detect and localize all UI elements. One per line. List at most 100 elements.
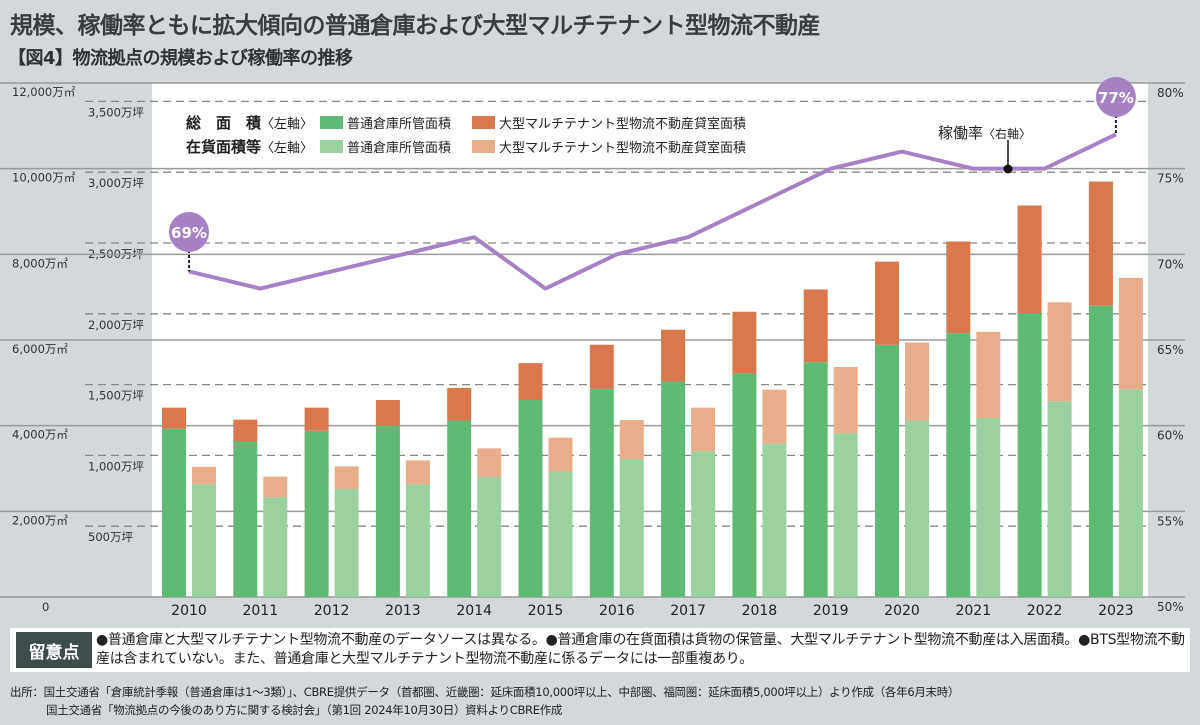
x-tick-label: 2010 <box>171 603 207 619</box>
bar-total-warehouse <box>375 426 400 597</box>
note-text: ●普通倉庫と大型マルチテナント型物流不動産のデータソースは異なる。●普通倉庫の在… <box>96 632 1185 667</box>
x-tick-label: 2018 <box>742 603 778 619</box>
bar-occupied-warehouse <box>334 489 359 597</box>
x-tick-label: 2017 <box>670 603 706 619</box>
bar-total-multitenant <box>803 289 828 363</box>
bar-total-multitenant <box>1088 181 1113 306</box>
note-box: 留意点 ●普通倉庫と大型マルチテナント型物流不動産のデータソースは異なる。●普通… <box>10 628 1190 672</box>
legend-occupied-multitenant-text: 大型マルチテナント型物流不動産貸室面積 <box>499 140 746 156</box>
bar-total-warehouse <box>304 430 329 597</box>
tick-label-m2: 6,000万㎡ <box>12 342 68 356</box>
bar-total-warehouse <box>589 388 614 597</box>
bar-occupied-warehouse <box>548 471 573 597</box>
x-tick-label: 2013 <box>385 603 421 619</box>
bar-total-multitenant <box>518 363 543 400</box>
value-badge <box>169 212 209 252</box>
x-tick-label: 2019 <box>813 603 849 619</box>
occupancy-line <box>188 132 1117 291</box>
value-badge-label: 77% <box>1098 89 1134 107</box>
tick-label-percent: 70% <box>1157 257 1184 271</box>
tick-label-percent: 80% <box>1157 86 1184 100</box>
bar-occupied-multitenant <box>334 466 359 490</box>
bar-occupied-multitenant <box>976 331 1001 418</box>
x-tick-label: 2021 <box>955 603 991 619</box>
bar-total-warehouse <box>518 399 543 597</box>
x-tick-label: 2011 <box>242 603 278 619</box>
tick-label-percent: 60% <box>1157 429 1184 443</box>
chart: 500万坪1,000万坪1,500万坪2,000万坪2,500万坪3,000万坪… <box>0 77 1185 619</box>
bar-occupied-multitenant <box>1118 277 1143 390</box>
x-tick-label: 2022 <box>1027 603 1063 619</box>
bar-total-warehouse <box>233 441 258 597</box>
bar-total-multitenant <box>375 399 400 427</box>
value-badge <box>1095 77 1136 117</box>
bar-occupied-multitenant <box>762 389 787 444</box>
tick-label-percent: 55% <box>1157 514 1184 528</box>
bar-total-multitenant <box>589 344 614 389</box>
bar-occupied-warehouse <box>833 433 858 597</box>
bar-total-multitenant <box>447 387 472 421</box>
bar-occupied-multitenant <box>833 366 858 434</box>
source-line-2: 国土交通省「物流拠点の今後のあり方に関する検討会」（第1回 2024年10月30… <box>46 703 563 717</box>
x-tick-label: 2014 <box>456 603 492 619</box>
x-tick-label: 2020 <box>884 603 920 619</box>
x-tick-label: 2023 <box>1098 603 1134 619</box>
bar-occupied-warehouse <box>691 451 716 597</box>
legend-total-multitenant-swatch <box>472 116 495 129</box>
bar-total-multitenant <box>1017 205 1042 314</box>
bar-total-warehouse <box>875 344 899 597</box>
source-line-1: 出所：国土交通省「倉庫統計季報（普通倉庫は1～3類）」、CBRE提供データ（首都… <box>10 685 960 699</box>
tick-label-m2: 4,000万㎡ <box>12 428 68 442</box>
bar-total-warehouse <box>946 333 971 597</box>
occupancy-axis-tag: 〈右軸〉 <box>983 126 1031 141</box>
bar-occupied-multitenant <box>1047 302 1072 402</box>
bar-occupied-warehouse <box>192 484 216 597</box>
tick-label-tsubo: 500万坪 <box>88 530 133 544</box>
note-label: 留意点 <box>16 632 92 668</box>
bar-occupied-multitenant <box>405 460 430 485</box>
tick-label-percent: 50% <box>1157 600 1184 614</box>
tick-label-m2: 0 <box>42 600 49 614</box>
legend-occupied-warehouse-text: 普通倉庫所管面積 <box>347 141 451 156</box>
chart-title: 規模、稼働率ともに拡大傾向の普通倉庫および大型マルチテナント型物流不動産 <box>10 13 821 39</box>
bar-occupied-warehouse <box>1118 389 1143 597</box>
tick-label-percent: 75% <box>1157 172 1184 186</box>
bar-total-warehouse <box>803 362 828 597</box>
legend-total-warehouse-text: 普通倉庫所管面積 <box>347 117 451 132</box>
tick-label-percent: 65% <box>1157 343 1184 357</box>
bar-occupied-warehouse <box>1047 401 1072 597</box>
bar-occupied-warehouse <box>976 417 1001 597</box>
tick-label-tsubo: 2,000万坪 <box>88 318 144 332</box>
legend-total-label: 総 面 積〈左軸〉 <box>186 114 313 132</box>
occupancy-label: 稼働率〈右軸〉 <box>938 124 1031 142</box>
bar-total-multitenant <box>946 241 971 334</box>
tick-label-tsubo: 1,000万坪 <box>88 459 144 473</box>
x-tick-label: 2015 <box>528 603 564 619</box>
tick-label-m2: 2,000万㎡ <box>12 513 68 527</box>
bar-occupied-multitenant <box>619 420 644 460</box>
bar-occupied-warehouse <box>477 477 502 597</box>
x-tick-label: 2016 <box>599 603 635 619</box>
left-axis-tag: 〈左軸〉 <box>261 141 313 156</box>
bar-occupied-warehouse <box>405 484 430 597</box>
chart-subtitle: 【図4】物流拠点の規模および稼働率の推移 <box>8 48 353 69</box>
legend-total-warehouse-swatch <box>320 116 343 129</box>
bar-total-multitenant <box>875 261 899 345</box>
bar-total-warehouse <box>661 381 686 597</box>
bar-total-multitenant <box>732 311 757 374</box>
bar-occupied-multitenant <box>192 466 216 485</box>
bar-total-warehouse <box>1017 313 1042 597</box>
tick-label-tsubo: 1,500万坪 <box>88 389 144 403</box>
legend-occupied-label: 在貨面積等〈左軸〉 <box>186 138 313 156</box>
bar-occupied-multitenant <box>905 342 929 421</box>
legend-occupied-multitenant-swatch <box>472 140 495 153</box>
bar-total-multitenant <box>304 407 329 431</box>
value-badge-label: 69% <box>171 224 207 242</box>
bar-total-warehouse <box>162 428 186 597</box>
tick-label-m2: 8,000万㎡ <box>12 256 68 270</box>
bar-occupied-multitenant <box>691 407 716 452</box>
bar-total-multitenant <box>661 329 686 382</box>
bar-occupied-warehouse <box>905 420 929 597</box>
legend-total-multitenant-text: 大型マルチテナント型物流不動産貸室面積 <box>499 116 746 132</box>
bar-occupied-warehouse <box>619 459 644 597</box>
